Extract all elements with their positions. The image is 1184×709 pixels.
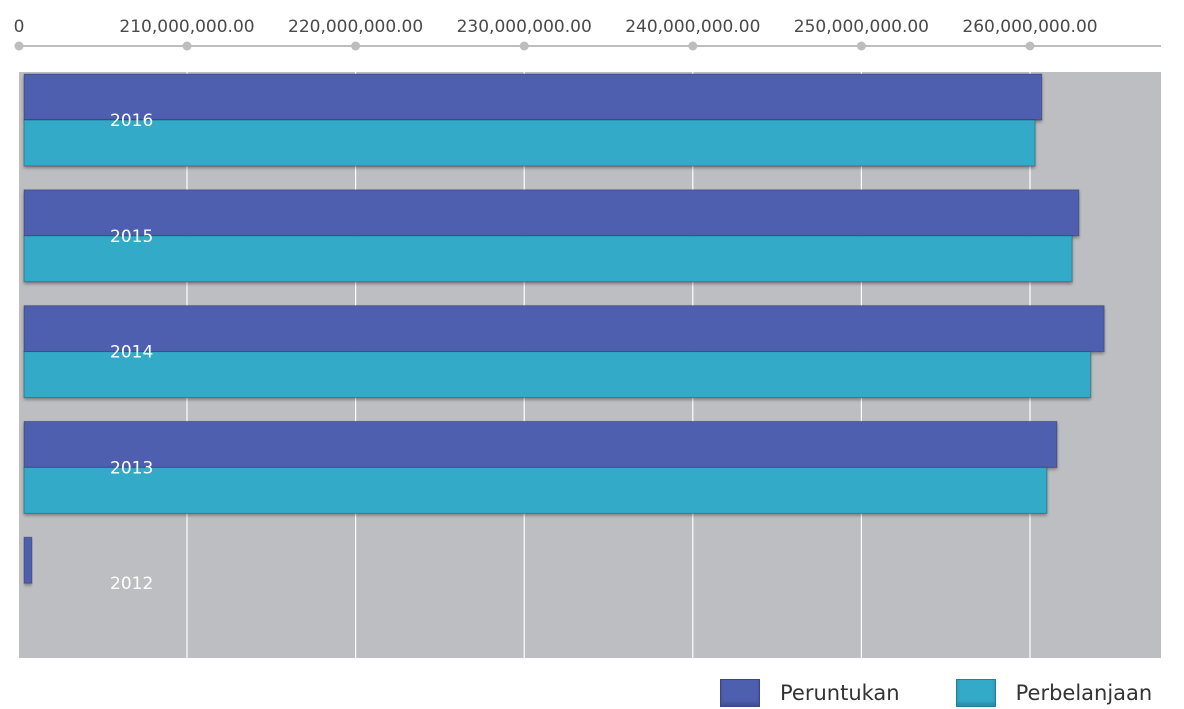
bar-2014-series-0 (23, 305, 1105, 353)
bars (23, 73, 1105, 584)
category-label: 2012 (110, 574, 153, 594)
x-tick-label: 240,000,000.00 (625, 17, 760, 37)
x-tick-label: 230,000,000.00 (457, 17, 592, 37)
x-tick-mark (688, 41, 698, 51)
category-labels: 2016 2015 2014 2013 2012 (110, 111, 153, 594)
category-label: 2014 (110, 343, 153, 363)
x-tick-label: 220,000,000.00 (288, 17, 423, 37)
category-label: 2015 (110, 227, 153, 247)
x-tick-mark (182, 41, 192, 51)
legend-item-series-1: Perbelanjaan (955, 679, 1153, 707)
bar-2016-series-1 (23, 119, 1036, 167)
bar-2015-series-1 (23, 235, 1073, 283)
bar-2012-series-0 (23, 536, 33, 584)
bar-2016-series-0 (23, 73, 1043, 121)
category-label: 2013 (110, 458, 153, 478)
bar-2013-series-1 (23, 466, 1048, 514)
x-tick-mark (856, 41, 866, 51)
legend: Peruntukan Perbelanjaan (720, 677, 1152, 709)
x-tick-mark (351, 41, 361, 51)
legend-label-series-0: Peruntukan (780, 681, 900, 705)
x-tick-label: 0 (14, 17, 25, 37)
bar-2015-series-0 (23, 189, 1080, 237)
x-axis: 0 210,000,000.00 220,000,000.00 230,000,000… (14, 17, 1098, 51)
x-tick-label: 210,000,000.00 (119, 17, 254, 37)
legend-swatch-series-0 (720, 679, 760, 707)
bar-2014-series-1 (23, 351, 1092, 399)
x-tick-mark (14, 41, 24, 51)
x-tick-mark (1025, 41, 1035, 51)
category-label: 2016 (110, 111, 153, 131)
x-tick-label: 250,000,000.00 (794, 17, 929, 37)
legend-label-series-1: Perbelanjaan (1015, 681, 1153, 705)
x-tick-label: 260,000,000.00 (962, 17, 1097, 37)
bar-2013-series-0 (23, 420, 1058, 468)
legend-swatch-series-1 (955, 679, 996, 707)
legend-item-series-0: Peruntukan (720, 679, 900, 707)
x-tick-mark (519, 41, 529, 51)
